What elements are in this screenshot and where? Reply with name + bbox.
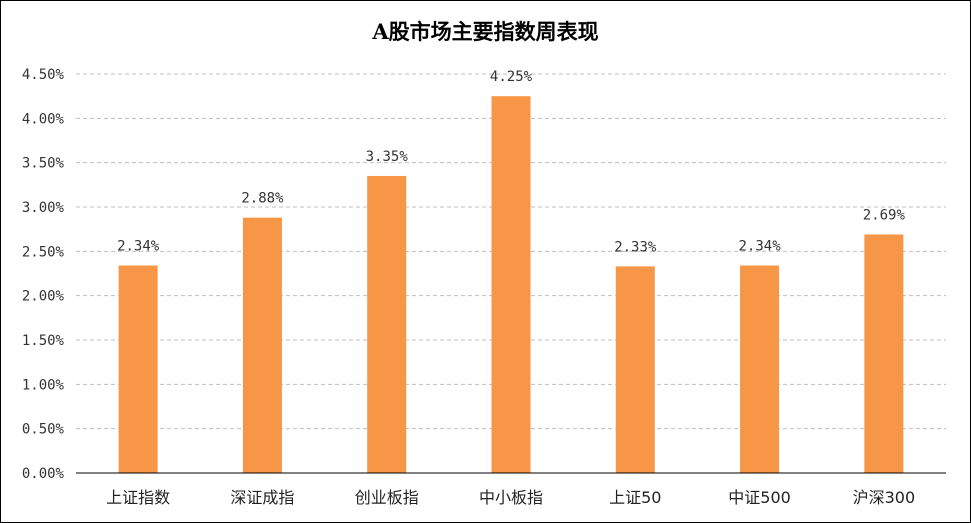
y-tick-label: 1.00% <box>22 377 65 393</box>
bar <box>367 175 407 473</box>
data-label: 2.34% <box>738 239 781 255</box>
bar <box>615 266 655 473</box>
x-tick-label: 创业板指 <box>355 488 419 507</box>
bar <box>118 265 158 473</box>
y-tick-label: 1.50% <box>22 333 65 349</box>
x-tick-label: 中小板指 <box>479 488 543 507</box>
y-tick-label: 4.00% <box>22 111 65 127</box>
y-tick-label: 2.50% <box>22 244 65 260</box>
bar <box>740 265 780 473</box>
x-tick-label: 中证500 <box>728 488 791 507</box>
bar <box>864 234 904 473</box>
bar <box>242 217 282 473</box>
y-tick-label: 3.00% <box>22 200 65 216</box>
data-label: 2.34% <box>117 239 160 255</box>
y-tick-label: 0.50% <box>22 422 65 438</box>
y-axis: 0.00% 0.50% 1.00% 1.50% 2.00% 2.50% 3.00% 3.50%… <box>22 67 65 482</box>
y-tick-label: 4.50% <box>22 67 65 83</box>
x-tick-label: 上证50 <box>609 488 661 507</box>
data-label: 4.25% <box>490 69 533 85</box>
data-label: 2.33% <box>614 239 657 255</box>
y-tick-label: 0.00% <box>22 466 65 482</box>
data-labels: 2.34% 2.88% 3.35% 4.25% 2.33% 2.34% 2.69% <box>117 69 905 255</box>
data-label: 3.35% <box>366 149 409 165</box>
data-label: 2.88% <box>241 191 284 207</box>
chart-title: A股市场主要指数周表现 <box>372 19 599 44</box>
y-tick-label: 3.50% <box>22 156 65 172</box>
y-tick-label: 2.00% <box>22 289 65 305</box>
bars <box>118 96 904 474</box>
data-label: 2.69% <box>863 207 906 223</box>
x-axis: 上证指数 深证成指 创业板指 中小板指 上证50 中证500 沪深300 <box>76 472 946 507</box>
x-tick-label: 沪深300 <box>853 488 916 507</box>
x-tick-label: 深证成指 <box>230 488 294 507</box>
bar <box>491 96 531 474</box>
x-tick-label: 上证指数 <box>106 488 170 507</box>
